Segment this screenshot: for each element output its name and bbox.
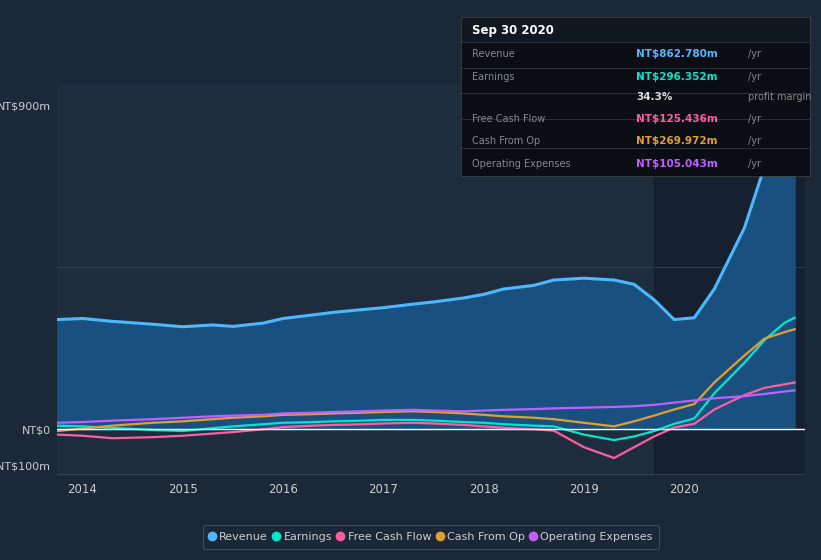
Text: Revenue: Revenue [472,49,515,58]
Text: /yr: /yr [748,136,760,146]
Text: /yr: /yr [748,72,760,82]
Text: NT$125.436m: NT$125.436m [636,114,718,124]
Bar [461,17,810,43]
Text: Sep 30 2020: Sep 30 2020 [472,24,553,37]
Text: Operating Expenses: Operating Expenses [472,158,571,169]
Legend: Revenue, Earnings, Free Cash Flow, Cash From Op, Operating Expenses: Revenue, Earnings, Free Cash Flow, Cash … [203,525,659,549]
Text: Free Cash Flow: Free Cash Flow [472,114,545,124]
Text: NT$105.043m: NT$105.043m [636,158,718,169]
Text: /yr: /yr [748,158,760,169]
Text: NT$296.352m: NT$296.352m [636,72,718,82]
Text: profit margin: profit margin [748,92,811,101]
Text: Cash From Op: Cash From Op [472,136,540,146]
Text: Earnings: Earnings [472,72,515,82]
Text: 34.3%: 34.3% [636,92,672,101]
Text: NT$269.972m: NT$269.972m [636,136,718,146]
Text: /yr: /yr [748,49,760,58]
Text: /yr: /yr [748,114,760,124]
Text: NT$862.780m: NT$862.780m [636,49,718,58]
Bar [654,84,805,476]
